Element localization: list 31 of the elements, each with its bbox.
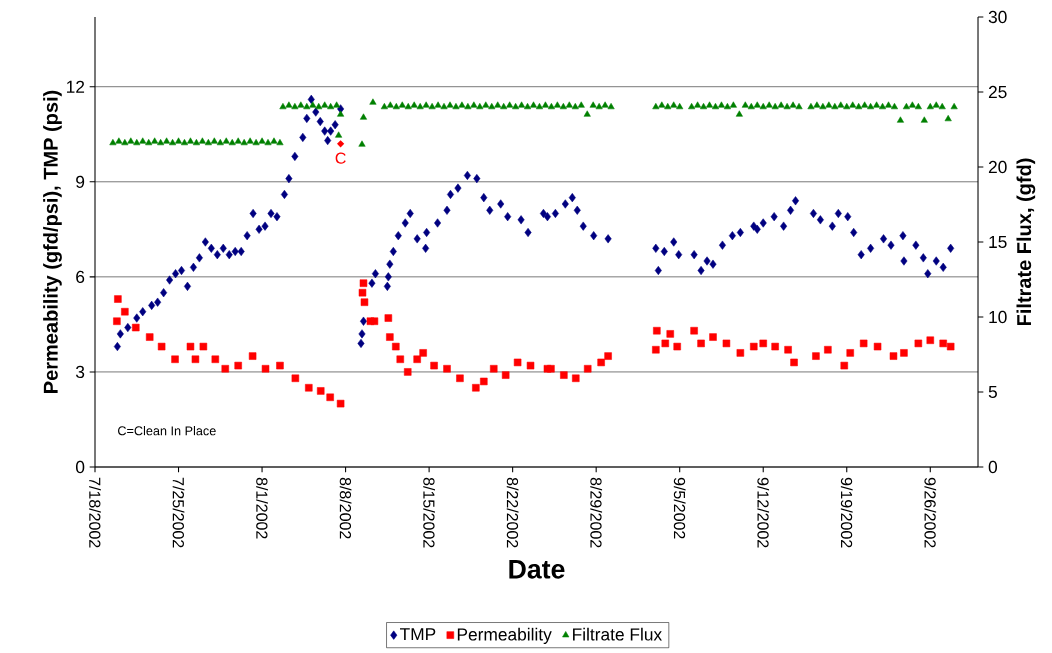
x-tick-label: 8/29/2002 <box>590 477 603 548</box>
x-tick-label: 9/19/2002 <box>840 477 853 548</box>
x-tick-label: 9/5/2002 <box>673 477 686 539</box>
y2-tick-label: 0 <box>988 460 998 474</box>
y-tick-label: 3 <box>75 365 85 379</box>
x-tick-label: 7/25/2002 <box>172 477 185 548</box>
y2-tick-label: 25 <box>988 85 1007 99</box>
legend-label: Filtrate Flux <box>573 627 662 641</box>
x-tick-label: 9/12/2002 <box>757 477 770 548</box>
x-tick-label: 8/15/2002 <box>423 477 435 548</box>
legend-label: Permeability <box>457 627 552 645</box>
y-tick-label: 9 <box>76 175 85 188</box>
y-tick-label: 0 <box>75 460 85 474</box>
y2-tick-label: 20 <box>988 160 1007 174</box>
y2-axis-title: Filtrate Flux, (gfd) <box>1016 158 1036 326</box>
x-tick-label: 7/18/2002 <box>89 477 101 548</box>
y2-tick-label: 15 <box>989 235 1007 249</box>
y2-tick-label: 10 <box>989 310 1007 324</box>
legend-label: TMP <box>400 628 436 641</box>
y2-tick-label: 5 <box>988 385 997 399</box>
annotation: C=Clean In Place <box>118 425 216 436</box>
x-tick-label: 8/8/2002 <box>339 477 352 539</box>
y-tick-label: 6 <box>76 270 85 283</box>
y-tick-label: 12 <box>66 80 85 93</box>
y2-tick-label: 30 <box>988 10 1007 24</box>
x-tick-label: 8/22/2002 <box>506 477 519 548</box>
x-axis-title: Date <box>509 560 565 579</box>
x-tick-label: 8/1/2002 <box>256 477 268 539</box>
annotation: C <box>335 152 346 164</box>
y-axis-title: Permeability (gfd/psi), TMP (psi) <box>43 90 62 393</box>
x-tick-label: 9/26/2002 <box>924 477 937 548</box>
